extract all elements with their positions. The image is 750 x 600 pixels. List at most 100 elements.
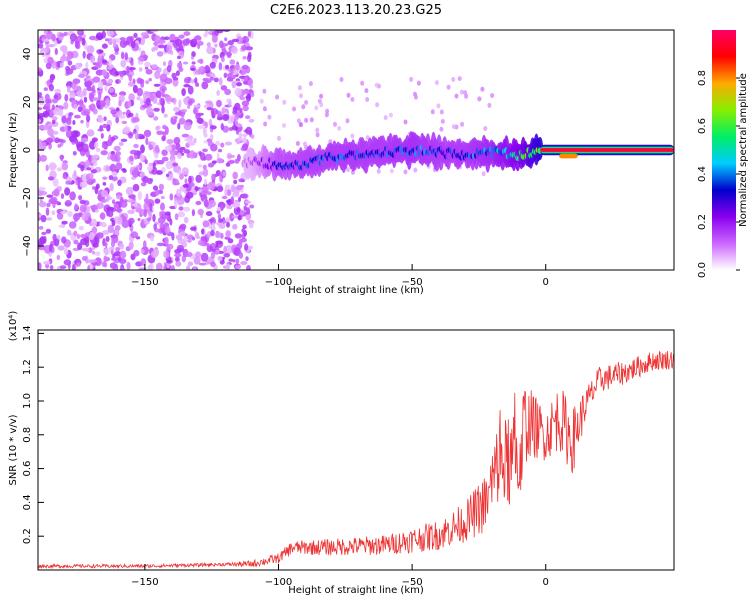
heatmap-cell (104, 85, 108, 92)
heatmap-cell (413, 167, 418, 173)
heatmap-cell (152, 185, 159, 191)
heatmap-cell (115, 162, 123, 171)
heatmap-cell (178, 117, 186, 125)
heatmap-cell (130, 61, 134, 66)
heatmap-cell (223, 72, 228, 79)
heatmap-cell (135, 164, 142, 169)
y-tick: 1.2 (22, 359, 44, 375)
heatmap-cell (92, 186, 96, 190)
heatmap-cell (113, 202, 119, 209)
heatmap-cell (132, 117, 140, 123)
heatmap-cell (85, 75, 91, 79)
heatmap-cell (247, 54, 252, 63)
heatmap-cell (96, 202, 104, 209)
heatmap-cell (202, 126, 207, 136)
heatmap-cell (409, 76, 414, 82)
heatmap-cell (173, 136, 181, 145)
heatmap-cell (183, 206, 191, 212)
heatmap-cell (41, 35, 47, 39)
heatmap-cell (139, 135, 146, 139)
y-tick: 1.4 (22, 325, 44, 341)
heatmap-cell (220, 142, 225, 148)
heatmap-cell (45, 228, 52, 234)
heatmap-cell (226, 221, 230, 228)
heatmap-cell (80, 137, 89, 143)
heatmap-cell (79, 233, 88, 239)
heatmap-cell (183, 149, 191, 154)
heatmap-cell (226, 98, 231, 104)
heatmap-cell (204, 153, 213, 161)
heatmap-cell (169, 193, 174, 201)
heatmap-cell (87, 265, 91, 270)
svg-text:−150: −150 (131, 277, 158, 288)
heatmap-cell (166, 44, 173, 54)
heatmap-cell (211, 108, 215, 117)
heatmap-cell (64, 94, 69, 102)
svg-text:0.8: 0.8 (22, 427, 33, 443)
heatmap-cell (232, 171, 238, 180)
heatmap-cell (136, 96, 141, 101)
heatmap-cell (210, 143, 218, 152)
heatmap-cell (53, 39, 58, 47)
heatmap-cell (60, 193, 65, 199)
heatmap-cell (160, 202, 165, 211)
heatmap-cell (160, 195, 165, 200)
heatmap-cell (206, 243, 211, 248)
heatmap-cell (117, 216, 123, 225)
heatmap-cell (301, 104, 306, 110)
heatmap-cell (183, 121, 192, 131)
heatmap-cell (375, 102, 380, 108)
heatmap-cell (115, 247, 121, 252)
heatmap-cell (175, 256, 180, 263)
heatmap-cell (234, 233, 242, 239)
heatmap-cell (85, 159, 90, 167)
heatmap-cell (120, 51, 125, 60)
snr-series (38, 350, 674, 570)
svg-text:−100: −100 (265, 577, 292, 588)
heatmap-cell (56, 167, 63, 172)
colorbar-label: Normalized spectral amplitude (738, 73, 749, 227)
heatmap-cell (224, 37, 228, 42)
heatmap-cell (88, 105, 93, 111)
heatmap-cell (132, 84, 138, 94)
x-tick: −50 (402, 564, 423, 588)
heatmap-cell (175, 261, 182, 267)
heatmap-cell (81, 212, 89, 222)
heatmap-cell (111, 171, 118, 176)
x-tick: −100 (265, 264, 292, 288)
heatmap-cell (324, 112, 329, 118)
heatmap-cell (119, 37, 126, 41)
heatmap-cell (108, 134, 112, 143)
heatmap-cell (47, 176, 55, 181)
heatmap-cell (416, 80, 421, 86)
svg-text:1.2: 1.2 (22, 359, 33, 375)
heatmap-cell (148, 144, 153, 151)
heatmap-cell (170, 265, 175, 270)
heatmap-cell (224, 141, 233, 146)
heatmap-cell (303, 141, 307, 147)
heatmap-cell (104, 38, 110, 42)
heatmap-cell (234, 102, 241, 111)
heatmap-cell (188, 140, 196, 146)
heatmap-cell (199, 58, 204, 64)
heatmap-cell (240, 261, 248, 265)
heatmap-cell (85, 80, 93, 87)
heatmap-cell (236, 207, 241, 213)
heatmap-cell (202, 168, 209, 177)
heatmap-cell (156, 51, 164, 57)
heatmap-cell (99, 222, 103, 226)
heatmap-cell (177, 170, 182, 175)
colorbar-tick: 0.0 (697, 262, 740, 278)
svg-text:0: 0 (543, 277, 549, 288)
heatmap-cell (62, 174, 67, 180)
heatmap-cell (98, 92, 102, 100)
heatmap-cell (242, 105, 249, 112)
heatmap-cell (193, 256, 201, 265)
heatmap-cell (76, 233, 81, 240)
heatmap-cell (150, 250, 159, 258)
heatmap-cell (128, 132, 133, 139)
heatmap-cell (50, 196, 58, 204)
heatmap-cell (38, 97, 46, 106)
x-tick: −100 (265, 564, 292, 588)
heatmap-cell (128, 93, 135, 102)
